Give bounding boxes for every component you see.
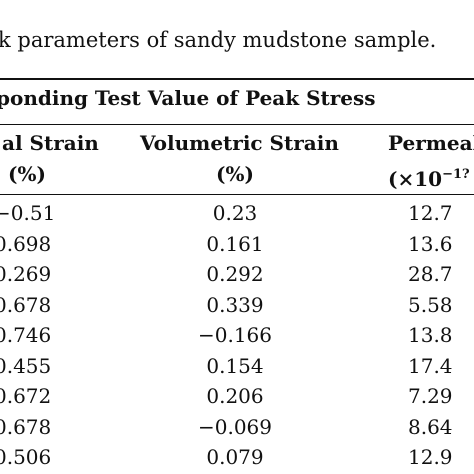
table-top-rule [0, 78, 474, 80]
permeability-cell: 13.8 [408, 323, 453, 347]
axial-strain-cell: 0.678 [0, 292, 52, 317]
permeability-cell: 8.64 [408, 414, 453, 439]
column-title: al Strain [2, 131, 99, 155]
table-row: 0.506 0.079 12.9 [0, 442, 474, 473]
table-row: 0.698 0.161 13.6 [0, 229, 474, 260]
column-title: Permeal [388, 131, 474, 155]
axial-strain-cell: 0.506 [0, 445, 52, 469]
volumetric-strain-cell: −0.069 [197, 414, 272, 439]
table-row: 0.678 0.339 5.58 [0, 290, 474, 321]
column-unit: (%) [216, 162, 254, 186]
permeability-cell: 12.9 [408, 445, 453, 469]
group-header: ponding Test Value of Peak Stress [0, 86, 376, 110]
table-body: −0.51 0.23 12.7 0.698 0.161 13.6 0.269 0.292 28.… [0, 198, 474, 473]
volumetric-strain-cell: 0.154 [206, 353, 264, 378]
axial-strain-cell: −0.51 [0, 201, 56, 225]
header-bottom-rule [0, 194, 474, 195]
column-header-volumetric-strain: Volumetric Strain (%) [140, 128, 339, 190]
group-header-rule [0, 124, 474, 125]
column-unit: (%) [8, 162, 46, 186]
permeability-cell: 5.58 [408, 292, 453, 317]
permeability-cell: 7.29 [408, 384, 453, 408]
column-unit: (×10−1? [388, 159, 474, 195]
table-row: 0.746 −0.166 13.8 [0, 320, 474, 351]
permeability-cell: 13.6 [408, 231, 453, 256]
axial-strain-cell: 0.672 [0, 384, 52, 408]
axial-strain-cell: 0.746 [0, 323, 52, 347]
column-header-permeability: Permeal (×10−1? [388, 128, 474, 195]
unit-prefix: (×10 [388, 167, 443, 191]
permeability-cell: 28.7 [408, 262, 453, 286]
volumetric-strain-cell: −0.166 [197, 323, 272, 347]
volumetric-strain-cell: 0.161 [206, 231, 264, 256]
permeability-cell: 12.7 [408, 201, 453, 225]
unit-exponent: −1? [442, 167, 470, 182]
volumetric-strain-cell: 0.339 [206, 292, 264, 317]
column-header-axial-strain: al Strain (%) [2, 128, 99, 190]
volumetric-strain-cell: 0.079 [206, 445, 264, 469]
table-row: 0.678 −0.069 8.64 [0, 412, 474, 443]
table-row: 0.672 0.206 7.29 [0, 381, 474, 412]
table-row: 0.455 0.154 17.4 [0, 351, 474, 382]
axial-strain-cell: 0.269 [0, 262, 52, 286]
axial-strain-cell: 0.678 [0, 414, 52, 439]
table-caption: k parameters of sandy mudstone sample. [0, 28, 437, 52]
permeability-cell: 17.4 [408, 353, 453, 378]
column-title: Volumetric Strain [140, 131, 339, 155]
axial-strain-cell: 0.698 [0, 231, 52, 256]
volumetric-strain-cell: 0.206 [206, 384, 264, 408]
table-row: −0.51 0.23 12.7 [0, 198, 474, 229]
volumetric-strain-cell: 0.292 [206, 262, 264, 286]
table-row: 0.269 0.292 28.7 [0, 259, 474, 290]
volumetric-strain-cell: 0.23 [212, 201, 258, 225]
axial-strain-cell: 0.455 [0, 353, 52, 378]
